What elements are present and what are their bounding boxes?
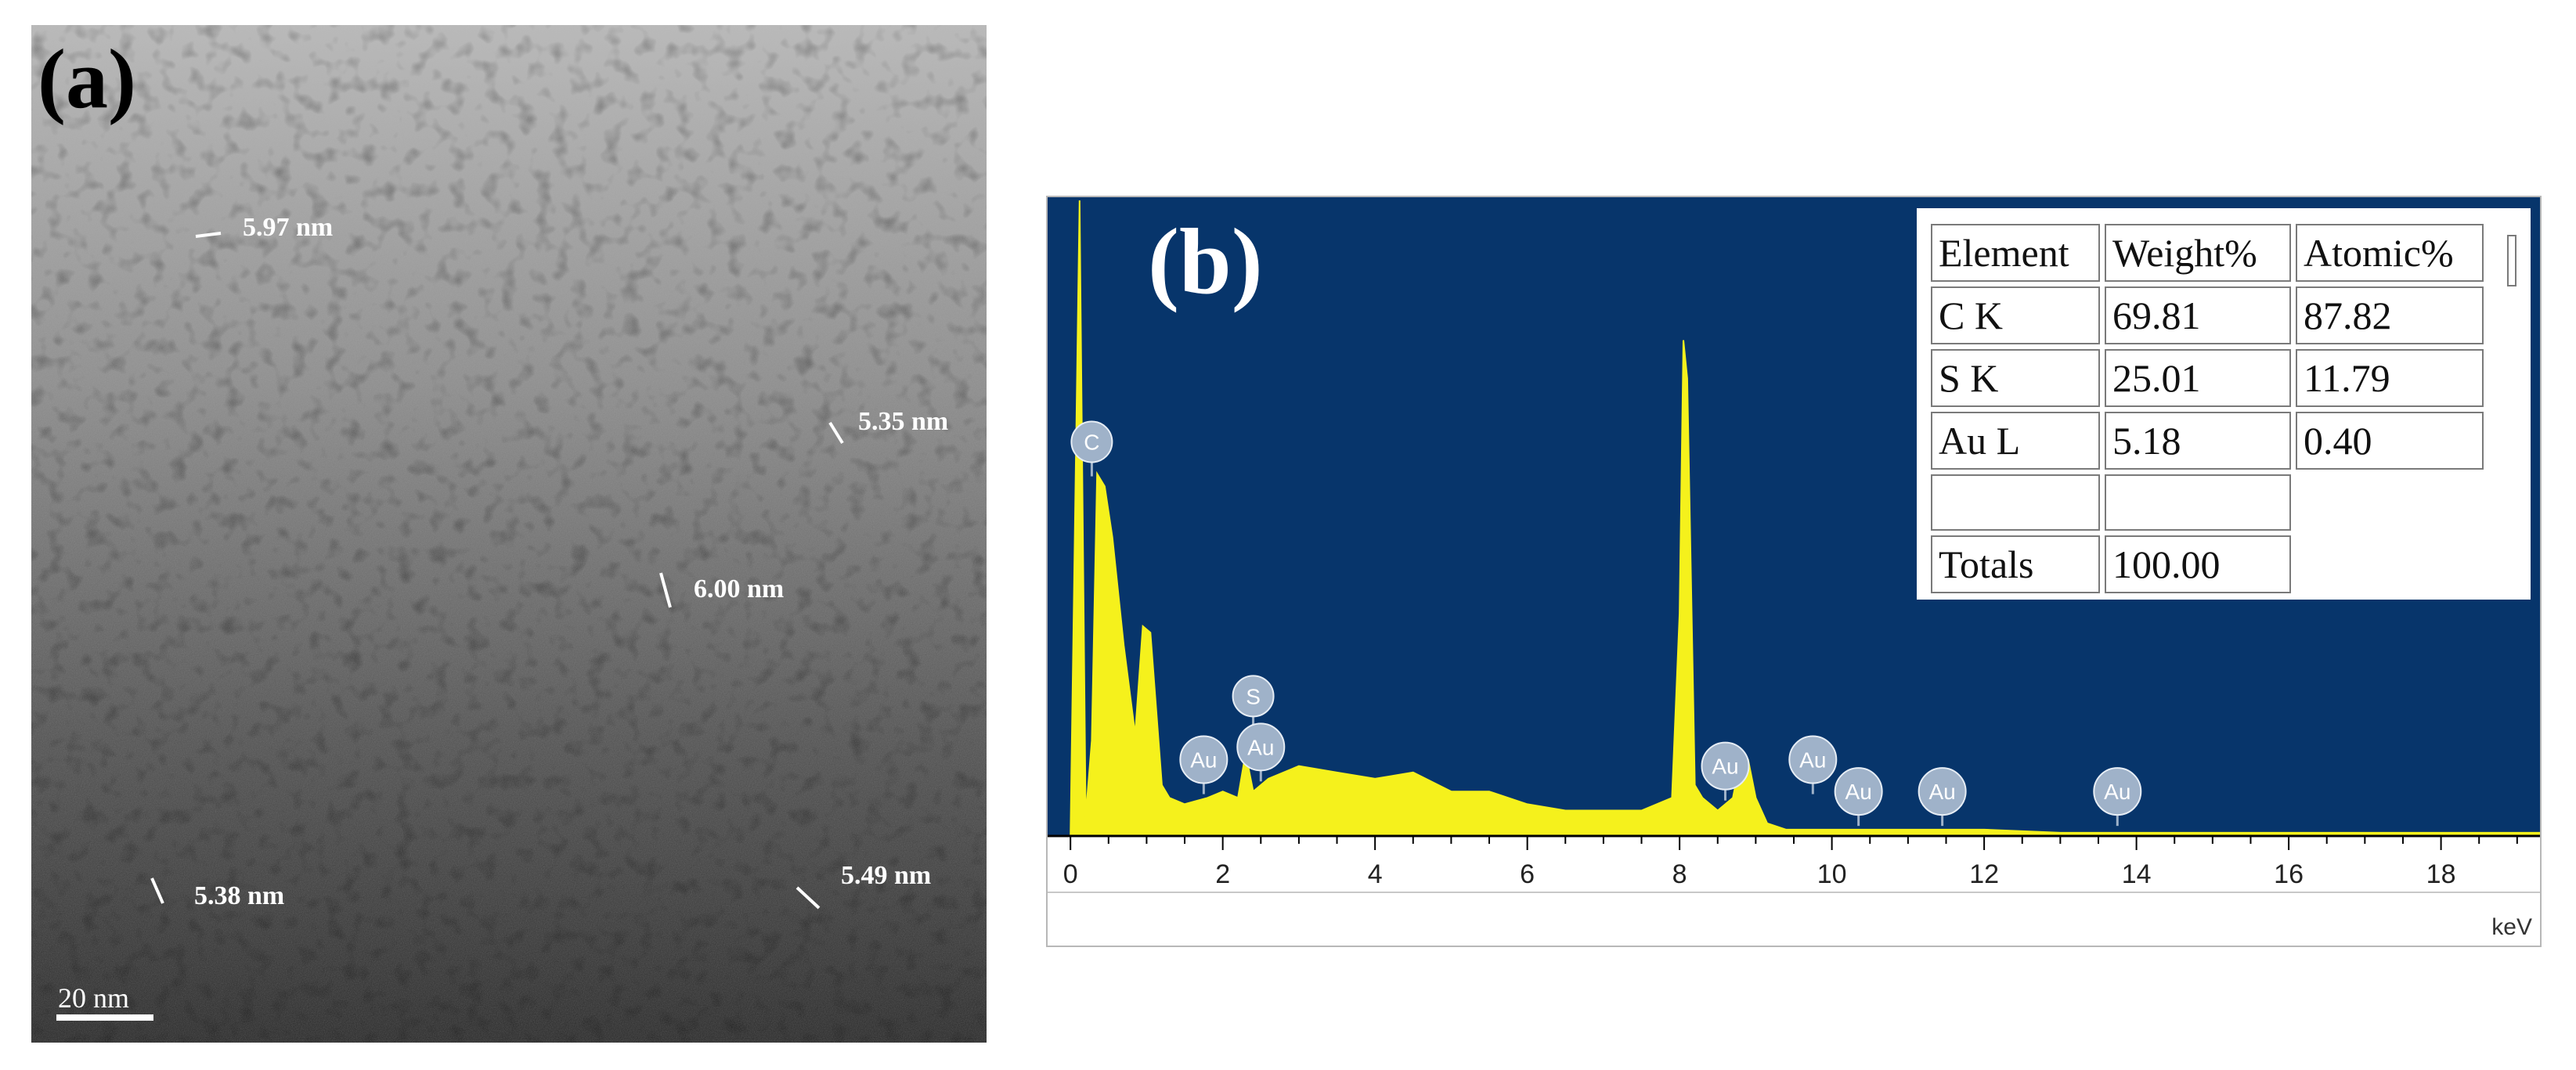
peak-marker-circle	[1918, 767, 1967, 816]
peak-marker-label: Au	[1845, 780, 1872, 804]
peak-marker-circle	[1834, 767, 1883, 816]
table-header: Element	[1931, 224, 2100, 282]
x-tick-label: 4	[1368, 859, 1383, 889]
peak-marker-circle	[1236, 722, 1286, 772]
peak-marker-au: Au	[2093, 767, 2142, 827]
peak-marker-label: Au	[1929, 780, 1956, 804]
particle-size-label: 5.38 nm	[194, 881, 285, 910]
table-cell: Au L	[1931, 412, 2100, 470]
table-cell: C K	[1931, 286, 2100, 344]
x-axis-unit-label: keV	[2491, 914, 2532, 940]
table-cell: 100.00	[2105, 535, 2291, 593]
peak-marker-au: Au	[1918, 767, 1967, 827]
table-totals-row: Totals 100.00	[1931, 535, 2484, 593]
particle-size-label: 5.97 nm	[243, 213, 334, 242]
axis-strip	[1048, 836, 2540, 946]
table-spacer-row	[1931, 474, 2484, 531]
particle-size-label: 5.35 nm	[858, 407, 949, 436]
table-row: Au L 5.18 0.40	[1931, 412, 2484, 470]
peak-marker-label: C	[1084, 431, 1099, 455]
particle-size-label: 5.49 nm	[841, 861, 932, 890]
peak-marker-label: Au	[1799, 748, 1826, 773]
peak-marker-c: C	[1070, 420, 1113, 477]
table-cell: 0.40	[2296, 412, 2484, 470]
table-row: S K 25.01 11.79	[1931, 349, 2484, 407]
x-tick-label: 14	[2122, 859, 2152, 889]
peak-marker-label: Au	[1247, 735, 1274, 759]
table-header-row: Element Weight% Atomic%	[1931, 224, 2484, 282]
measure-tick-2	[828, 421, 844, 445]
x-tick-label: 16	[2274, 859, 2304, 889]
measure-tick-3	[659, 572, 672, 608]
tem-image	[31, 25, 987, 1043]
peak-marker-au: Au	[1834, 767, 1883, 827]
peak-marker-au: Au	[1236, 722, 1286, 782]
peak-marker-au: Au	[1788, 735, 1838, 794]
table-header: Atomic%	[2296, 224, 2484, 282]
scale-bar	[56, 1014, 153, 1021]
table-cell: 25.01	[2105, 349, 2291, 407]
table-cell: Totals	[1931, 535, 2100, 593]
measure-tick-4	[150, 877, 164, 904]
table-cell: S K	[1931, 349, 2100, 407]
x-tick-label: 6	[1520, 859, 1535, 889]
table-header: Weight%	[2105, 224, 2291, 282]
peak-marker-circle	[1788, 735, 1838, 784]
peak-marker-circle	[1070, 420, 1113, 463]
measure-tick-1	[195, 232, 222, 238]
table-cell: 69.81	[2105, 286, 2291, 344]
table-cell: 11.79	[2296, 349, 2484, 407]
peak-marker-label: S	[1246, 684, 1261, 708]
table-row: C K 69.81 87.82	[1931, 286, 2484, 344]
x-tick-label: 8	[1672, 859, 1687, 889]
particle-size-label: 6.00 nm	[694, 575, 785, 603]
peak-marker-circle	[1179, 735, 1228, 784]
spectrum-trace	[1070, 200, 2540, 837]
x-tick-label: 2	[1215, 859, 1230, 889]
composition-table: Element Weight% Atomic% C K 69.81 87.82 …	[1917, 208, 2531, 600]
peak-marker-label: Au	[1190, 748, 1217, 773]
table-spacer-cell	[1931, 474, 2100, 531]
panel-label-b: (b)	[1148, 209, 1263, 313]
peak-marker-au: Au	[1179, 735, 1228, 794]
table-scroll-stub	[2507, 235, 2516, 286]
table-cell: 87.82	[2296, 286, 2484, 344]
peak-marker-label: Au	[2104, 780, 2130, 804]
table-cell: 5.18	[2105, 412, 2291, 470]
peak-marker-circle	[2093, 767, 2142, 816]
peak-marker-label: Au	[1712, 755, 1738, 779]
table-spacer-cell	[2105, 474, 2291, 531]
x-tick-label: 12	[1969, 859, 1999, 889]
tem-micrograph-panel: (a) 5.97 nm 5.35 nm 6.00 nm 5.38 nm 5.49…	[31, 25, 987, 1043]
scale-bar-label: 20 nm	[58, 982, 130, 1014]
peak-marker-circle	[1701, 741, 1750, 791]
panel-label-a: (a)	[38, 33, 136, 126]
peak-marker-circle	[1232, 675, 1275, 718]
measure-tick-5	[796, 886, 821, 910]
x-tick-label: 0	[1063, 859, 1078, 889]
eds-spectrum-panel: C S Au Au Au Au Au Au Au 0 2 4 6 8 10 12 14 16 18 keV (b)…	[1046, 196, 2542, 947]
x-tick-label: 18	[2426, 859, 2456, 889]
x-tick-label: 10	[1817, 859, 1847, 889]
peak-marker-au: Au	[1701, 741, 1750, 801]
